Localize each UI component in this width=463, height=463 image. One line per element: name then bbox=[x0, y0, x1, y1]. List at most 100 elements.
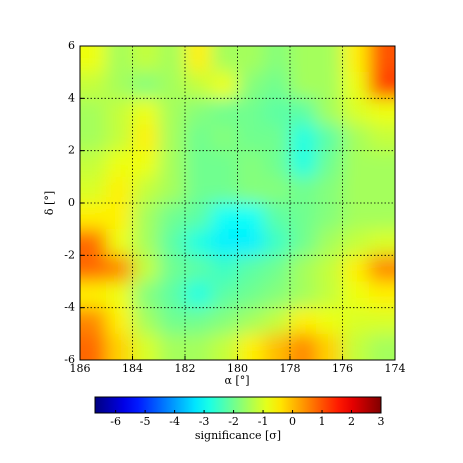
heatmap-cell bbox=[211, 46, 238, 73]
heatmap-cell bbox=[211, 176, 238, 204]
x-tick-label: 184 bbox=[122, 362, 143, 375]
colorbar-tick-label: -2 bbox=[228, 415, 239, 428]
heatmap-cell bbox=[316, 255, 343, 282]
heatmap-cell bbox=[342, 255, 370, 282]
colorbar-tick-label: -4 bbox=[169, 415, 180, 428]
heatmap-cell bbox=[106, 176, 133, 204]
heatmap-cell bbox=[185, 176, 212, 204]
heatmap-cell bbox=[342, 72, 370, 99]
heatmap-cell bbox=[211, 203, 238, 230]
heatmap-cell bbox=[132, 307, 160, 335]
heatmap-cell bbox=[237, 333, 265, 360]
heatmap-cell bbox=[185, 150, 212, 178]
heatmap-cell bbox=[185, 333, 212, 360]
heatmap-cell bbox=[158, 124, 186, 152]
heatmap-cell bbox=[316, 176, 343, 204]
x-tick-label: 186 bbox=[70, 362, 91, 375]
x-tick-label: 176 bbox=[332, 362, 353, 375]
heatmap-cell bbox=[158, 255, 186, 282]
colorbar-tick-label: -6 bbox=[110, 415, 121, 428]
heatmap-cell bbox=[158, 307, 186, 335]
heatmap-cell bbox=[342, 150, 370, 178]
heatmap-cell bbox=[211, 307, 238, 335]
heatmap-cell bbox=[237, 255, 265, 282]
heatmap-cell bbox=[106, 98, 133, 125]
y-tick-label: 6 bbox=[68, 39, 75, 52]
heatmap-cell bbox=[368, 203, 395, 230]
heatmap-cell bbox=[368, 98, 395, 125]
heatmap-cell bbox=[80, 281, 107, 309]
heatmap-cell bbox=[263, 281, 291, 309]
y-tick-label: -4 bbox=[64, 301, 75, 314]
heatmap-cell bbox=[368, 255, 395, 282]
heatmap-cell bbox=[158, 203, 186, 230]
heatmap-cell bbox=[342, 176, 370, 204]
heatmap-cell bbox=[342, 46, 370, 73]
heatmap-cell bbox=[132, 333, 160, 360]
x-tick-label: 178 bbox=[280, 362, 301, 375]
y-tick-label: 4 bbox=[68, 91, 75, 104]
heatmap-cell bbox=[342, 203, 370, 230]
heatmap-cell bbox=[237, 98, 265, 125]
heatmap-cell bbox=[80, 46, 107, 73]
heatmap-cell bbox=[158, 150, 186, 178]
heatmap-cell bbox=[368, 124, 395, 152]
heatmap-cell bbox=[185, 229, 212, 256]
heatmap-cell bbox=[368, 281, 395, 309]
heatmap-cell bbox=[290, 176, 317, 204]
heatmap-cell bbox=[342, 307, 370, 335]
y-tick-label: -2 bbox=[64, 248, 75, 261]
heatmap-cell bbox=[237, 46, 265, 73]
heatmap-cell bbox=[185, 307, 212, 335]
heatmap-cell bbox=[368, 333, 395, 360]
heatmap-cell bbox=[132, 46, 160, 73]
heatmap-cell bbox=[342, 333, 370, 360]
heatmap-cell bbox=[132, 72, 160, 99]
heatmap-cell bbox=[211, 255, 238, 282]
heatmap-cell bbox=[263, 333, 291, 360]
heatmap-cell bbox=[342, 281, 370, 309]
heatmap-cell bbox=[80, 124, 107, 152]
heatmap-cell bbox=[80, 255, 107, 282]
colorbar-tick-label: 2 bbox=[348, 415, 355, 428]
heatmap-cell bbox=[263, 203, 291, 230]
heatmap-cell bbox=[158, 98, 186, 125]
heatmap-cell bbox=[80, 72, 107, 99]
heatmap-cell bbox=[106, 46, 133, 73]
heatmap-cell bbox=[316, 307, 343, 335]
heatmap-cell bbox=[237, 229, 265, 256]
heatmap-cell bbox=[368, 176, 395, 204]
heatmap-cell bbox=[132, 124, 160, 152]
x-axis-label: α [°] bbox=[224, 374, 249, 387]
heatmap-cell bbox=[263, 255, 291, 282]
heatmap-cell bbox=[290, 333, 317, 360]
colorbar-label: significance [σ] bbox=[195, 429, 281, 442]
heatmap-cell bbox=[290, 72, 317, 99]
heatmap-cell bbox=[237, 176, 265, 204]
heatmap-cell bbox=[106, 229, 133, 256]
x-tick-label: 182 bbox=[175, 362, 196, 375]
heatmap-cell bbox=[316, 333, 343, 360]
heatmap-cell bbox=[211, 72, 238, 99]
heatmap-cell bbox=[316, 229, 343, 256]
heatmap-cell bbox=[342, 229, 370, 256]
heatmap-cell bbox=[106, 281, 133, 309]
colorbar-tick-label: -3 bbox=[199, 415, 210, 428]
heatmap-cell bbox=[290, 307, 317, 335]
heatmap-cell bbox=[185, 255, 212, 282]
heatmap-cell bbox=[263, 46, 291, 73]
colorbar-tick-label: 3 bbox=[378, 415, 385, 428]
colorbar-tick-label: 0 bbox=[289, 415, 296, 428]
heatmap-cell bbox=[132, 281, 160, 309]
heatmap-cell bbox=[290, 98, 317, 125]
heatmap-cell bbox=[316, 150, 343, 178]
heatmap-cell bbox=[106, 72, 133, 99]
heatmap-cell bbox=[290, 203, 317, 230]
heatmap-cell bbox=[211, 150, 238, 178]
heatmap-cell bbox=[237, 72, 265, 99]
heatmap-cell bbox=[132, 255, 160, 282]
heatmap-cell bbox=[237, 203, 265, 230]
heatmap-cell bbox=[263, 72, 291, 99]
heatmap-cell bbox=[106, 150, 133, 178]
heatmap-cell bbox=[158, 72, 186, 99]
